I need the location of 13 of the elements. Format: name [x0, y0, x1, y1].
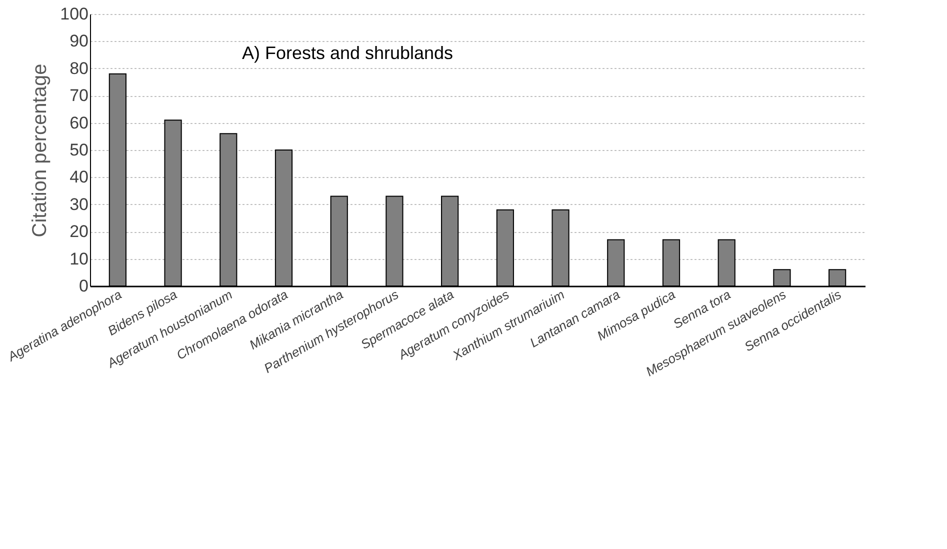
y-tick-label: 80: [70, 58, 88, 78]
y-tick-label: 30: [70, 194, 88, 214]
y-tick-label: 0: [79, 276, 88, 296]
y-tick-label: 60: [70, 113, 88, 132]
text: A) Forests and shrublands: [242, 43, 454, 63]
y-tick-label: 40: [70, 168, 88, 187]
y-tick-label: 70: [70, 86, 88, 106]
y-tick-label: 50: [70, 140, 88, 160]
y-tick-label: 10: [70, 249, 88, 268]
y-tick-label: 90: [70, 32, 88, 51]
y-tick-label: 100: [60, 4, 88, 24]
y-axis-title: Citation percentage: [29, 64, 52, 238]
y-tick-label: 20: [70, 222, 88, 242]
